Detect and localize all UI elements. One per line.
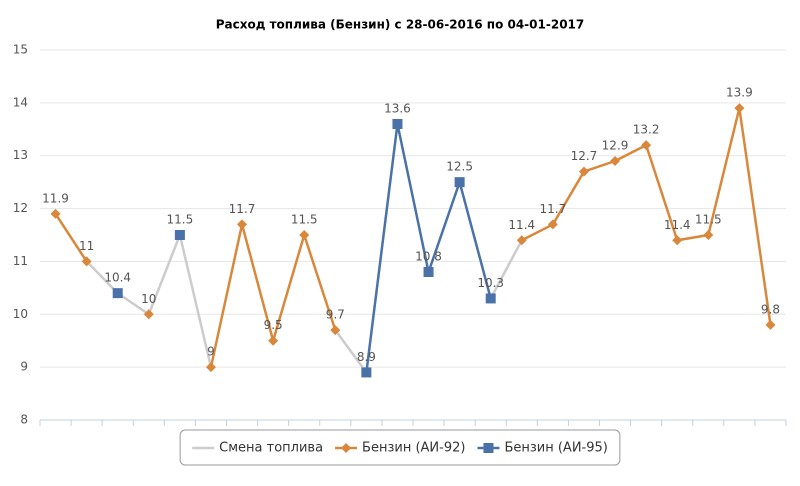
- legend-marker: [341, 443, 352, 453]
- marker: [547, 219, 558, 230]
- data-label: 13.9: [726, 86, 753, 100]
- legend-marker: [483, 443, 494, 453]
- data-label: 11: [79, 239, 94, 253]
- marker: [423, 267, 434, 277]
- data-label: 13.2: [633, 123, 660, 137]
- data-label: 11.5: [291, 213, 318, 227]
- data-label: 13.6: [384, 102, 411, 116]
- marker: [361, 367, 372, 378]
- marker: [299, 230, 310, 240]
- y-tick-label: 12: [13, 201, 28, 215]
- marker: [237, 219, 248, 230]
- data-label: 9.5: [264, 318, 283, 332]
- data-label: 9: [207, 345, 215, 359]
- data-label: 10.8: [415, 250, 442, 264]
- marker: [112, 288, 123, 299]
- marker: [392, 119, 403, 129]
- legend-label: Бензин (АИ-95): [504, 441, 607, 456]
- y-tick-label: 11: [13, 254, 28, 268]
- marker: [50, 208, 61, 219]
- legend: Смена топлива Бензин (АИ-92) Бензин (АИ-95…: [179, 429, 621, 466]
- chart-title: Расход топлива (Бензин) с 28-06-2016 по …: [216, 18, 585, 32]
- data-label: 11.4: [508, 218, 535, 232]
- data-label: 11.7: [229, 202, 256, 216]
- data-label: 9.7: [326, 308, 345, 322]
- marker: [485, 293, 496, 304]
- y-tick-label: 10: [13, 307, 28, 321]
- data-label: 12.7: [571, 149, 598, 163]
- y-tick-label: 9: [20, 360, 28, 374]
- marker: [672, 235, 683, 246]
- marker: [610, 156, 621, 166]
- marker: [143, 309, 154, 320]
- series-line: [54, 107, 772, 368]
- y-tick-label: 15: [13, 43, 28, 57]
- data-label: 8.9: [357, 350, 376, 364]
- legend-label: Смена топлива: [219, 441, 323, 456]
- marker: [765, 319, 776, 330]
- data-label: 10.4: [104, 271, 131, 285]
- data-label: 11.5: [167, 213, 194, 227]
- data-label: 10.3: [477, 276, 504, 290]
- data-label: 12.5: [446, 160, 473, 174]
- y-tick-label: 8: [20, 413, 28, 427]
- legend-box: [179, 429, 621, 466]
- marker: [641, 140, 652, 151]
- marker: [516, 235, 527, 246]
- marker: [703, 230, 714, 240]
- marker: [734, 103, 745, 114]
- marker: [268, 335, 279, 346]
- data-label: 11.5: [695, 213, 722, 227]
- marker: [578, 166, 589, 177]
- data-label: 11.9: [42, 191, 69, 205]
- marker: [330, 325, 341, 336]
- legend-label: Бензин (АИ-92): [362, 441, 465, 456]
- data-label: 11.7: [540, 202, 567, 216]
- y-tick-label: 14: [13, 95, 28, 109]
- data-label: 11.4: [664, 218, 691, 232]
- data-label: 12.9: [602, 139, 629, 153]
- marker: [205, 362, 216, 373]
- marker: [454, 177, 465, 188]
- data-label: 9.8: [761, 302, 780, 316]
- marker: [174, 230, 185, 240]
- marker: [81, 256, 92, 267]
- y-tick-label: 13: [13, 148, 28, 162]
- data-label: 10: [141, 292, 156, 306]
